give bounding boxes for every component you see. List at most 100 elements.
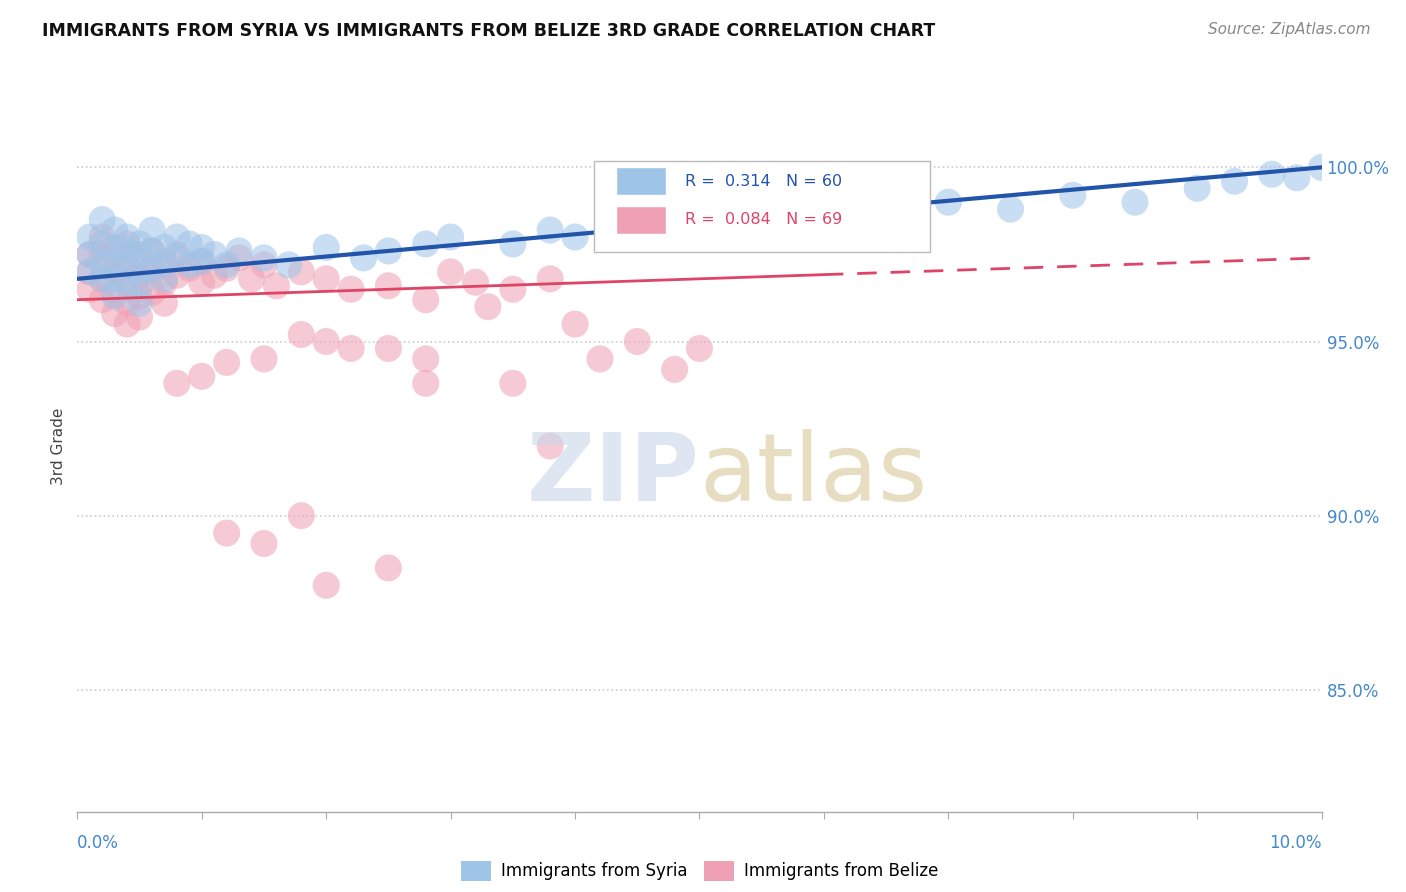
Point	[191, 275, 214, 289]
Point	[91, 230, 114, 244]
Point	[253, 351, 276, 366]
Point	[104, 289, 127, 303]
Point	[751, 209, 773, 223]
Point	[315, 272, 337, 286]
Point	[1062, 188, 1084, 202]
Point	[689, 342, 711, 356]
Point	[290, 265, 312, 279]
Point	[141, 285, 163, 300]
Point	[1187, 181, 1209, 195]
Point	[1123, 195, 1146, 210]
Point	[115, 237, 138, 252]
Point	[128, 296, 150, 310]
Point	[166, 247, 188, 261]
Point	[277, 258, 299, 272]
Point	[664, 362, 686, 376]
Point	[128, 310, 150, 325]
Text: R =  0.314   N = 60: R = 0.314 N = 60	[685, 174, 842, 189]
Point	[141, 265, 163, 279]
Point	[128, 247, 150, 261]
Point	[104, 240, 127, 254]
Bar	[616, 168, 666, 195]
Point	[79, 247, 101, 261]
Point	[153, 275, 176, 289]
Point	[115, 258, 138, 272]
Point	[240, 272, 263, 286]
Point	[115, 244, 138, 258]
Point	[340, 342, 363, 356]
Point	[377, 244, 399, 258]
Point	[215, 355, 238, 369]
Point	[153, 272, 176, 286]
Point	[315, 334, 337, 349]
Point	[626, 216, 648, 230]
Point	[141, 244, 163, 258]
Point	[538, 272, 561, 286]
Point	[564, 317, 586, 331]
Point	[191, 254, 214, 268]
Point	[91, 272, 114, 286]
Point	[104, 272, 127, 286]
Point	[91, 258, 114, 272]
Point	[564, 230, 586, 244]
Point	[91, 272, 114, 286]
Point	[215, 258, 238, 272]
Point	[166, 230, 188, 244]
Point	[128, 237, 150, 252]
Point	[1310, 161, 1333, 175]
Point	[202, 268, 225, 283]
Point	[228, 251, 250, 265]
Point	[115, 258, 138, 272]
Point	[153, 240, 176, 254]
Point	[104, 247, 127, 261]
Point	[141, 223, 163, 237]
Point	[128, 268, 150, 283]
Point	[115, 296, 138, 310]
Point	[440, 265, 463, 279]
Point	[79, 247, 101, 261]
Point	[104, 254, 127, 268]
Point	[415, 351, 437, 366]
Point	[104, 307, 127, 321]
Point	[415, 376, 437, 391]
Point	[1223, 174, 1246, 188]
Point	[290, 327, 312, 342]
Text: ZIP: ZIP	[527, 429, 700, 521]
Point	[115, 317, 138, 331]
Point	[191, 240, 214, 254]
Point	[340, 282, 363, 296]
Text: 10.0%: 10.0%	[1270, 834, 1322, 852]
Point	[377, 561, 399, 575]
FancyBboxPatch shape	[593, 161, 929, 252]
Point	[464, 275, 486, 289]
Point	[115, 275, 138, 289]
Point	[215, 526, 238, 541]
Point	[141, 261, 163, 276]
Point	[626, 334, 648, 349]
Point	[538, 439, 561, 453]
Point	[79, 282, 101, 296]
Point	[79, 230, 101, 244]
Point	[115, 230, 138, 244]
Point	[502, 376, 524, 391]
Point	[538, 223, 561, 237]
Point	[415, 237, 437, 252]
Point	[1000, 202, 1022, 216]
Text: R =  0.084   N = 69: R = 0.084 N = 69	[685, 212, 842, 227]
Point	[153, 258, 176, 272]
Text: IMMIGRANTS FROM SYRIA VS IMMIGRANTS FROM BELIZE 3RD GRADE CORRELATION CHART: IMMIGRANTS FROM SYRIA VS IMMIGRANTS FROM…	[42, 22, 935, 40]
Point	[153, 254, 176, 268]
Point	[1261, 167, 1284, 181]
Point	[938, 195, 960, 210]
Point	[215, 261, 238, 276]
Point	[128, 265, 150, 279]
Point	[91, 293, 114, 307]
Point	[315, 578, 337, 592]
Point	[353, 251, 375, 265]
Point	[79, 265, 101, 279]
Point	[91, 212, 114, 227]
Point	[202, 247, 225, 261]
Point	[253, 258, 276, 272]
Point	[813, 202, 835, 216]
Point	[191, 369, 214, 384]
